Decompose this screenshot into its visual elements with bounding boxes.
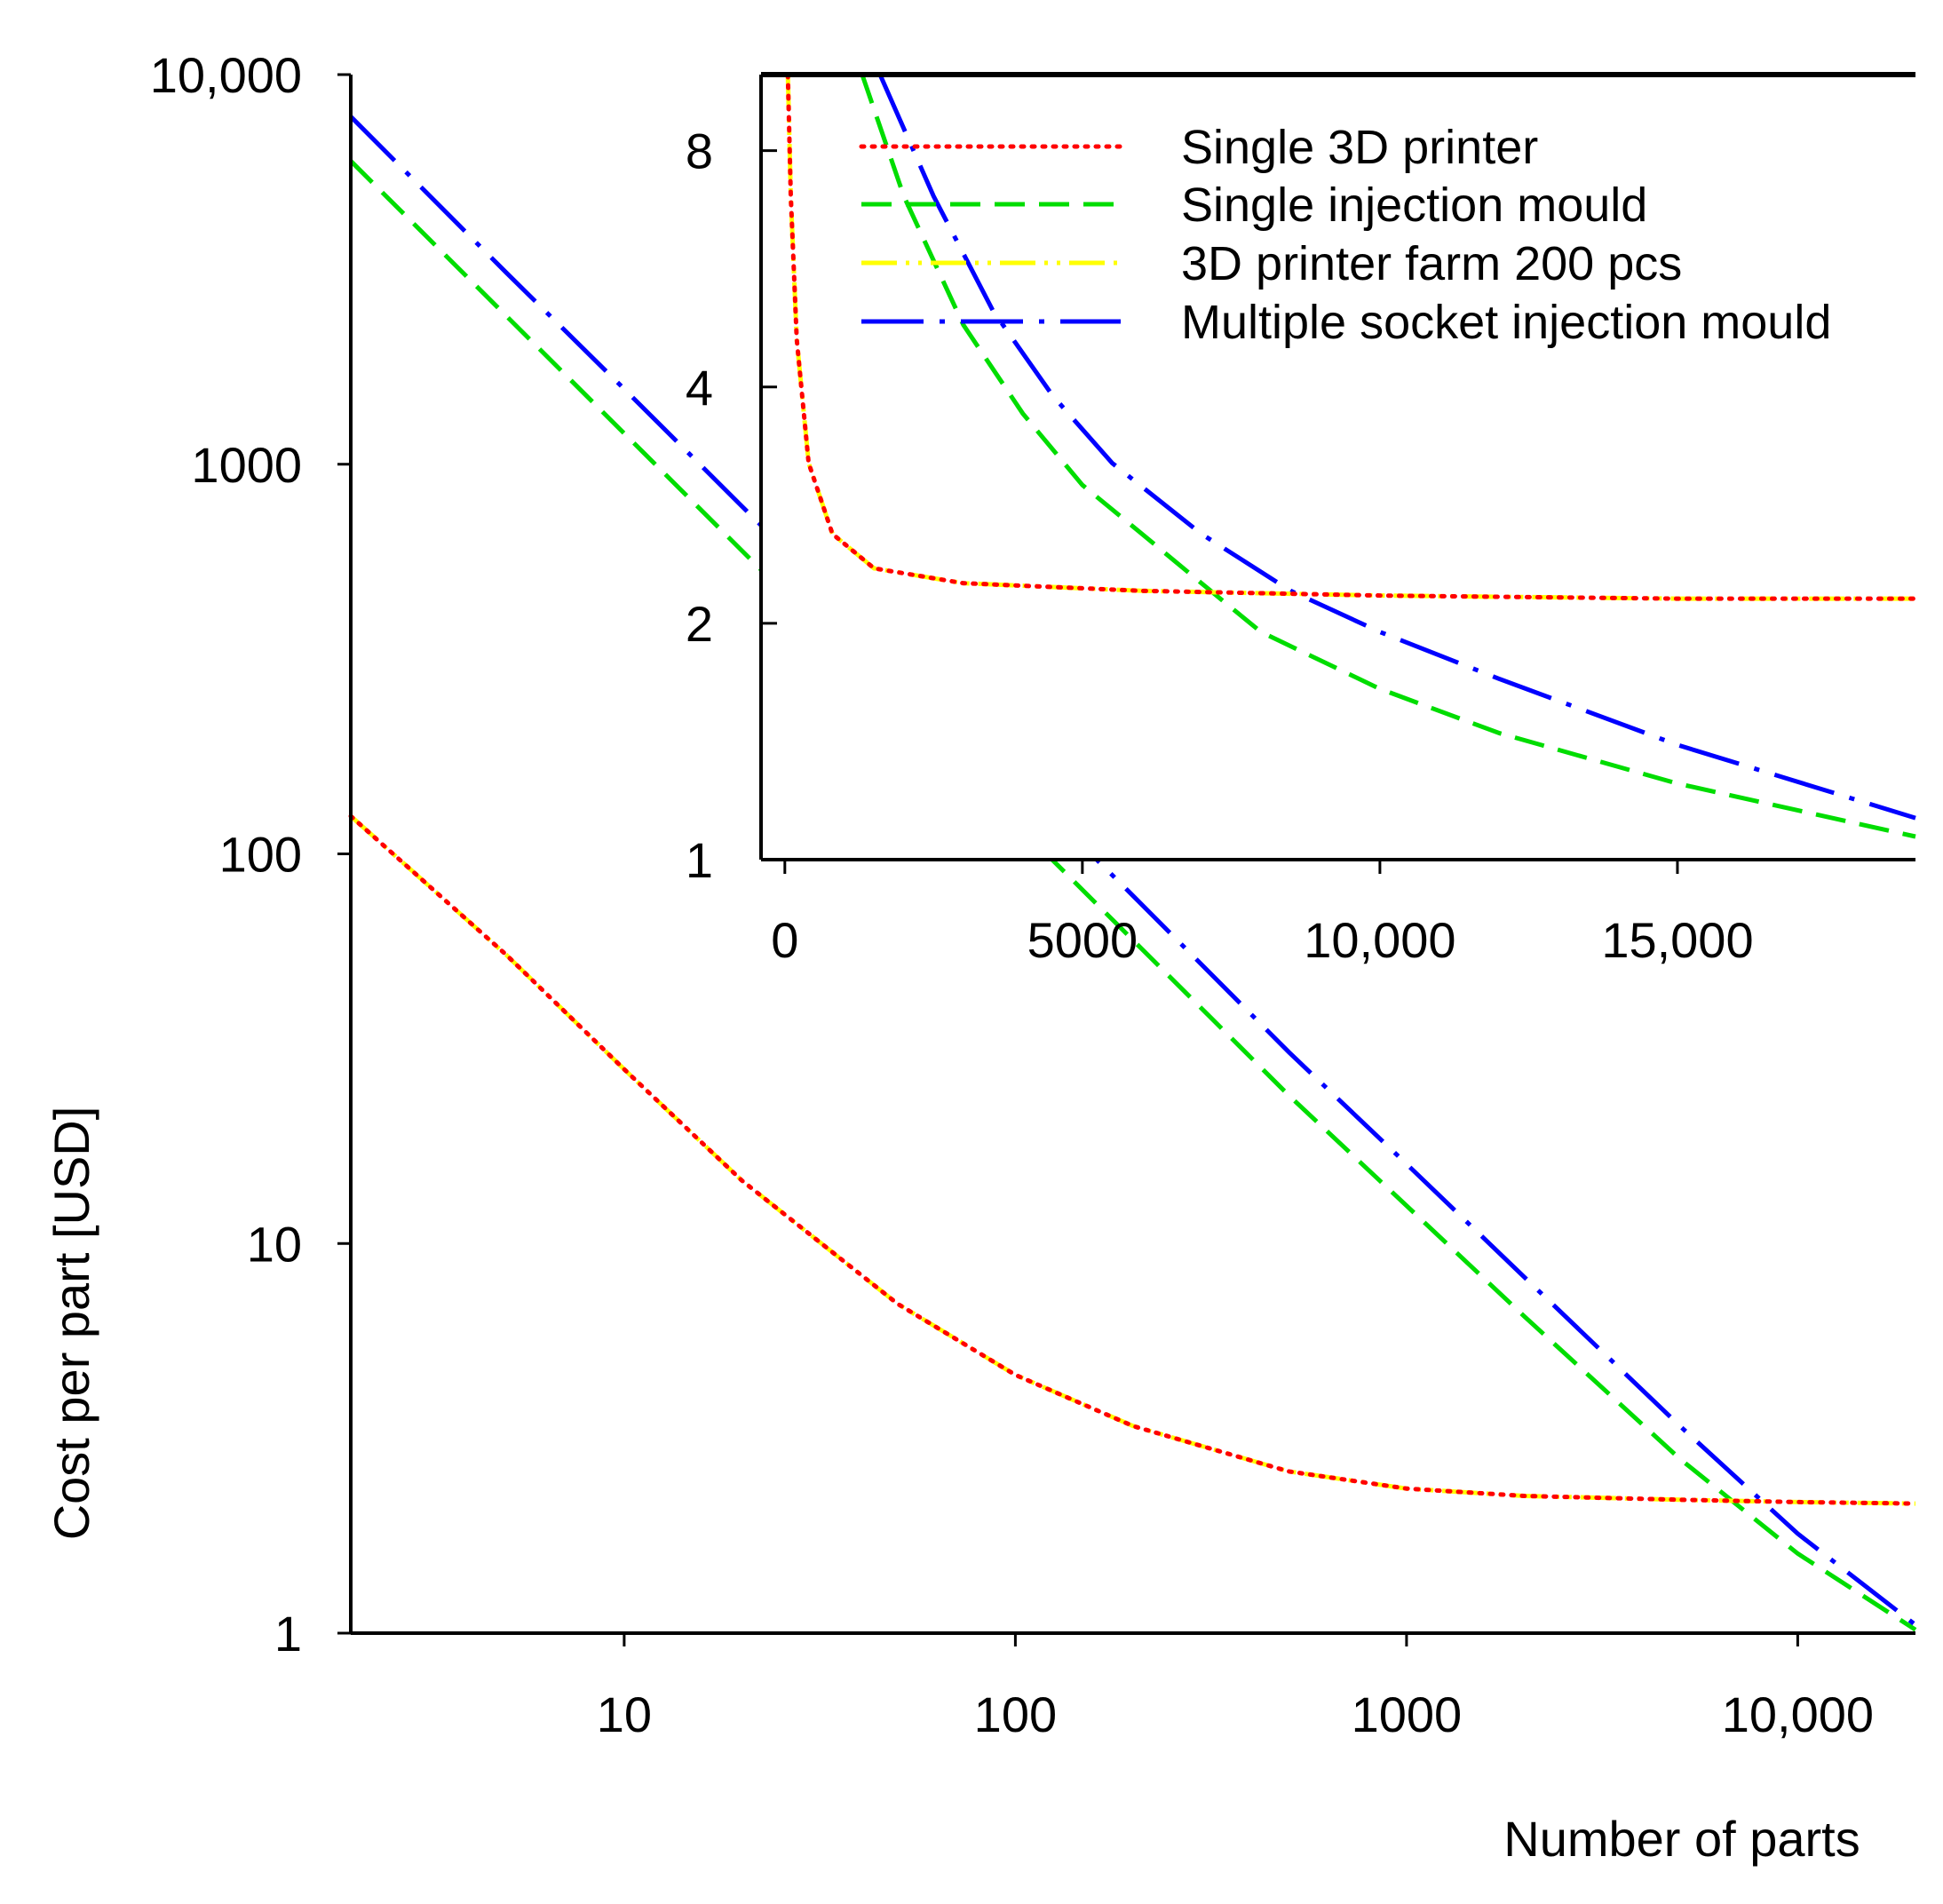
- inset-series-single-3d-printer: [785, 72, 1918, 601]
- inset-series-multiple-socket-injection-mould: [877, 73, 1916, 821]
- inset-y-tick-label: 4: [686, 360, 713, 416]
- main-y-tick-label: 10: [247, 1216, 302, 1272]
- main-y-tick-label: 10,000: [150, 47, 302, 103]
- legend-label-single-injection-mould: Single injection mould: [1181, 178, 1647, 232]
- main-y-tick-label: 100: [219, 827, 302, 883]
- inset-x-tick-label: 0: [771, 912, 798, 968]
- inset-y-ticks: 1 2 4 8: [686, 123, 777, 888]
- main-series-single-3d-printer: [348, 813, 1918, 1506]
- main-x-ticks: 10 100 1000 10,000: [597, 1633, 1874, 1742]
- main-x-tick-label: 10,000: [1722, 1686, 1874, 1742]
- inset-y-tick-label: 8: [686, 123, 713, 179]
- inset-x-ticks: 0 5000 10,000 15,000: [771, 860, 1754, 968]
- inset-y-tick-label: 1: [686, 832, 713, 888]
- main-x-axis-label: Number of parts: [1503, 1811, 1860, 1867]
- main-series-group: [348, 115, 1918, 1632]
- inset-plot: 1 2 4 8 0 5000 10,000 15,000 Single 3D printer…: [686, 72, 1918, 968]
- inset-series-group: [785, 72, 1918, 839]
- inset-series-single-injection-mould: [860, 74, 1916, 839]
- main-x-tick-label: 100: [974, 1686, 1057, 1742]
- main-x-tick-label: 10: [597, 1686, 652, 1742]
- inset-y-tick-label: 2: [686, 596, 713, 652]
- inset-x-tick-label: 5000: [1027, 912, 1138, 968]
- main-y-tick-label: 1: [274, 1606, 302, 1662]
- main-x-tick-label: 1000: [1352, 1686, 1463, 1742]
- main-y-tick-label: 1000: [191, 437, 302, 493]
- legend-label-multiple-socket-injection-mould: Multiple socket injection mould: [1181, 296, 1831, 349]
- legend-label-single-3d-printer: Single 3D printer: [1181, 121, 1538, 174]
- main-series-multiple-socket-injection-mould: [349, 115, 1917, 1627]
- main-y-axis-label: Cost per part [USD]: [44, 1107, 99, 1541]
- inset-x-tick-label: 15,000: [1601, 912, 1753, 968]
- legend-label-3d-printer-farm-200-pcs: 3D printer farm 200 pcs: [1181, 237, 1682, 290]
- inset-x-tick-label: 10,000: [1304, 912, 1455, 968]
- main-y-ticks: 1 10 100 1000 10,000: [150, 47, 351, 1662]
